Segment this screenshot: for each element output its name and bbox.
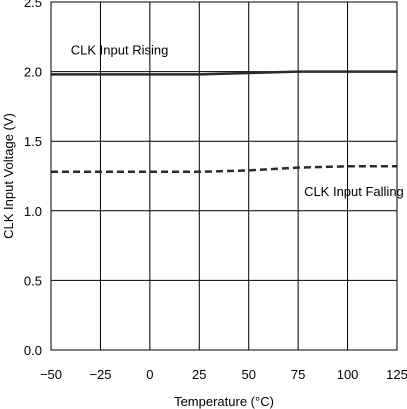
x-tick-label: −25 bbox=[89, 367, 111, 382]
series-line-clk-input-falling bbox=[51, 165, 397, 174]
y-tick-label: 0.0 bbox=[24, 343, 42, 358]
x-tick-label: 0 bbox=[146, 367, 153, 382]
y-tick-label: 2.5 bbox=[24, 0, 42, 10]
x-tick-label: 50 bbox=[241, 367, 255, 382]
x-tick-label: 25 bbox=[192, 367, 206, 382]
y-tick-label: 0.5 bbox=[24, 273, 42, 288]
series-labels: CLK Input Rising CLK Input Falling bbox=[71, 42, 404, 198]
x-tick-label: 100 bbox=[337, 367, 359, 382]
x-tick-labels: −50 −25 0 25 50 75 100 125 bbox=[40, 367, 407, 382]
series-label-clk-input-falling: CLK Input Falling bbox=[304, 184, 404, 199]
y-tick-label: 1.0 bbox=[24, 204, 42, 219]
x-axis-label: Temperature (°C) bbox=[174, 394, 274, 409]
x-tick-label: −50 bbox=[40, 367, 62, 382]
plot-frame bbox=[50, 1, 398, 351]
x-tick-label: 125 bbox=[386, 367, 407, 382]
y-axis-label: CLK Input Voltage (V) bbox=[1, 113, 16, 239]
y-tick-labels: 0.0 0.5 1.0 1.5 2.0 2.5 bbox=[24, 0, 42, 358]
x-tick-label: 75 bbox=[291, 367, 305, 382]
y-tick-label: 2.0 bbox=[24, 65, 42, 80]
series-label-clk-input-rising: CLK Input Rising bbox=[71, 42, 169, 57]
y-tick-label: 1.5 bbox=[24, 134, 42, 149]
series-lines bbox=[51, 70, 397, 174]
series-line-clk-input-rising bbox=[51, 70, 397, 76]
